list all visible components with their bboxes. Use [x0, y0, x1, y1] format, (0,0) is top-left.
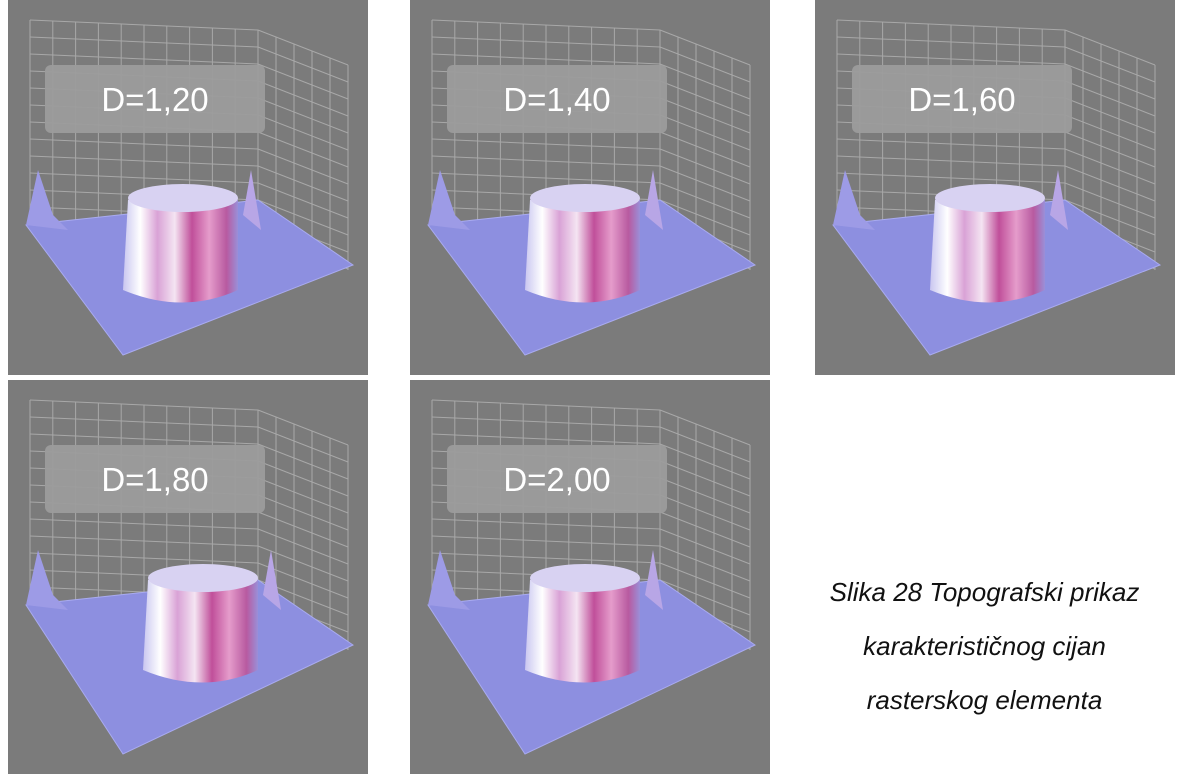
grid-line — [257, 545, 349, 582]
grid-line — [659, 29, 751, 66]
grid-line — [257, 29, 349, 66]
grid-line — [257, 426, 349, 463]
grid-line — [659, 199, 751, 236]
grid-line — [257, 131, 349, 168]
spike — [1050, 170, 1068, 230]
grid-line — [659, 165, 751, 202]
peak-top — [128, 184, 238, 212]
grid-line — [257, 80, 349, 117]
grid-line — [257, 63, 349, 100]
label-box — [45, 445, 265, 513]
grid-line — [659, 494, 751, 531]
caption-line: karakterističnog cijan — [863, 631, 1106, 661]
label-box — [45, 65, 265, 133]
panel-label: D=1,40 — [503, 81, 610, 118]
surface-ridge — [26, 550, 68, 610]
grid-line — [257, 46, 349, 83]
peak — [930, 200, 1045, 303]
panel-label: D=1,80 — [101, 461, 208, 498]
grid-line — [659, 477, 751, 514]
peak — [525, 580, 640, 683]
grid-line — [659, 63, 751, 100]
grid-line — [257, 409, 349, 446]
grid-line — [659, 80, 751, 117]
grid-line — [257, 165, 349, 202]
peak — [143, 580, 258, 683]
peak — [525, 200, 640, 303]
spike — [243, 170, 261, 230]
grid-line — [1064, 199, 1156, 236]
grid-line — [659, 148, 751, 185]
grid-line — [659, 460, 751, 497]
grid-line — [659, 545, 751, 582]
peak-top — [530, 564, 640, 592]
peak-top — [530, 184, 640, 212]
grid-line — [257, 477, 349, 514]
label-box — [852, 65, 1072, 133]
caption-line: Slika 28 Topografski prikaz — [829, 577, 1140, 607]
grid-line — [659, 46, 751, 83]
grid-line — [257, 148, 349, 185]
grid-line — [659, 511, 751, 548]
panel-label: D=1,20 — [101, 81, 208, 118]
grid-line — [257, 114, 349, 151]
grid-line — [659, 579, 751, 616]
spike — [645, 170, 663, 230]
peak — [123, 200, 238, 303]
grid-line — [659, 97, 751, 134]
spike — [645, 550, 663, 610]
peak-top — [148, 564, 258, 592]
label-box — [447, 445, 667, 513]
peak-top — [935, 184, 1045, 212]
grid-line — [257, 460, 349, 497]
spike — [263, 550, 281, 610]
grid-line — [1064, 29, 1156, 66]
grid-line — [257, 182, 349, 219]
topography-image: D=1,40 — [410, 0, 770, 375]
caption: Slika 28 Topografski prikaz karakteristi… — [790, 565, 1179, 727]
surface-ridge — [26, 170, 68, 230]
label-box — [447, 65, 667, 133]
topography-image: D=1,80 — [8, 380, 368, 774]
panel-label: D=1,60 — [908, 81, 1015, 118]
grid-line — [257, 528, 349, 565]
surface-ridge — [428, 170, 470, 230]
grid-line — [257, 494, 349, 531]
topography-image: D=2,00 — [410, 380, 770, 774]
grid-line — [257, 199, 349, 236]
surface-ridge — [428, 550, 470, 610]
grid-line — [257, 97, 349, 134]
grid-line — [659, 528, 751, 565]
grid-line — [659, 562, 751, 599]
grid-line — [659, 114, 751, 151]
grid-line — [659, 131, 751, 168]
grid-line — [1064, 114, 1156, 151]
grid-line — [1064, 131, 1156, 168]
panel-label: D=2,00 — [503, 461, 610, 498]
grid-line — [1064, 46, 1156, 83]
caption-line: rasterskog elementa — [866, 685, 1103, 715]
grid-line — [659, 182, 751, 219]
grid-line — [1064, 148, 1156, 185]
grid-line — [1064, 63, 1156, 100]
topography-image: D=1,60 — [815, 0, 1175, 375]
grid-line — [1064, 182, 1156, 219]
grid-line — [659, 443, 751, 480]
grid-line — [257, 443, 349, 480]
topography-image: D=1,20 — [8, 0, 368, 375]
grid-line — [1064, 97, 1156, 134]
grid-line — [1064, 165, 1156, 202]
grid-line — [659, 409, 751, 446]
grid-line — [257, 511, 349, 548]
surface-ridge — [833, 170, 875, 230]
grid-line — [659, 426, 751, 463]
grid-line — [1064, 80, 1156, 117]
